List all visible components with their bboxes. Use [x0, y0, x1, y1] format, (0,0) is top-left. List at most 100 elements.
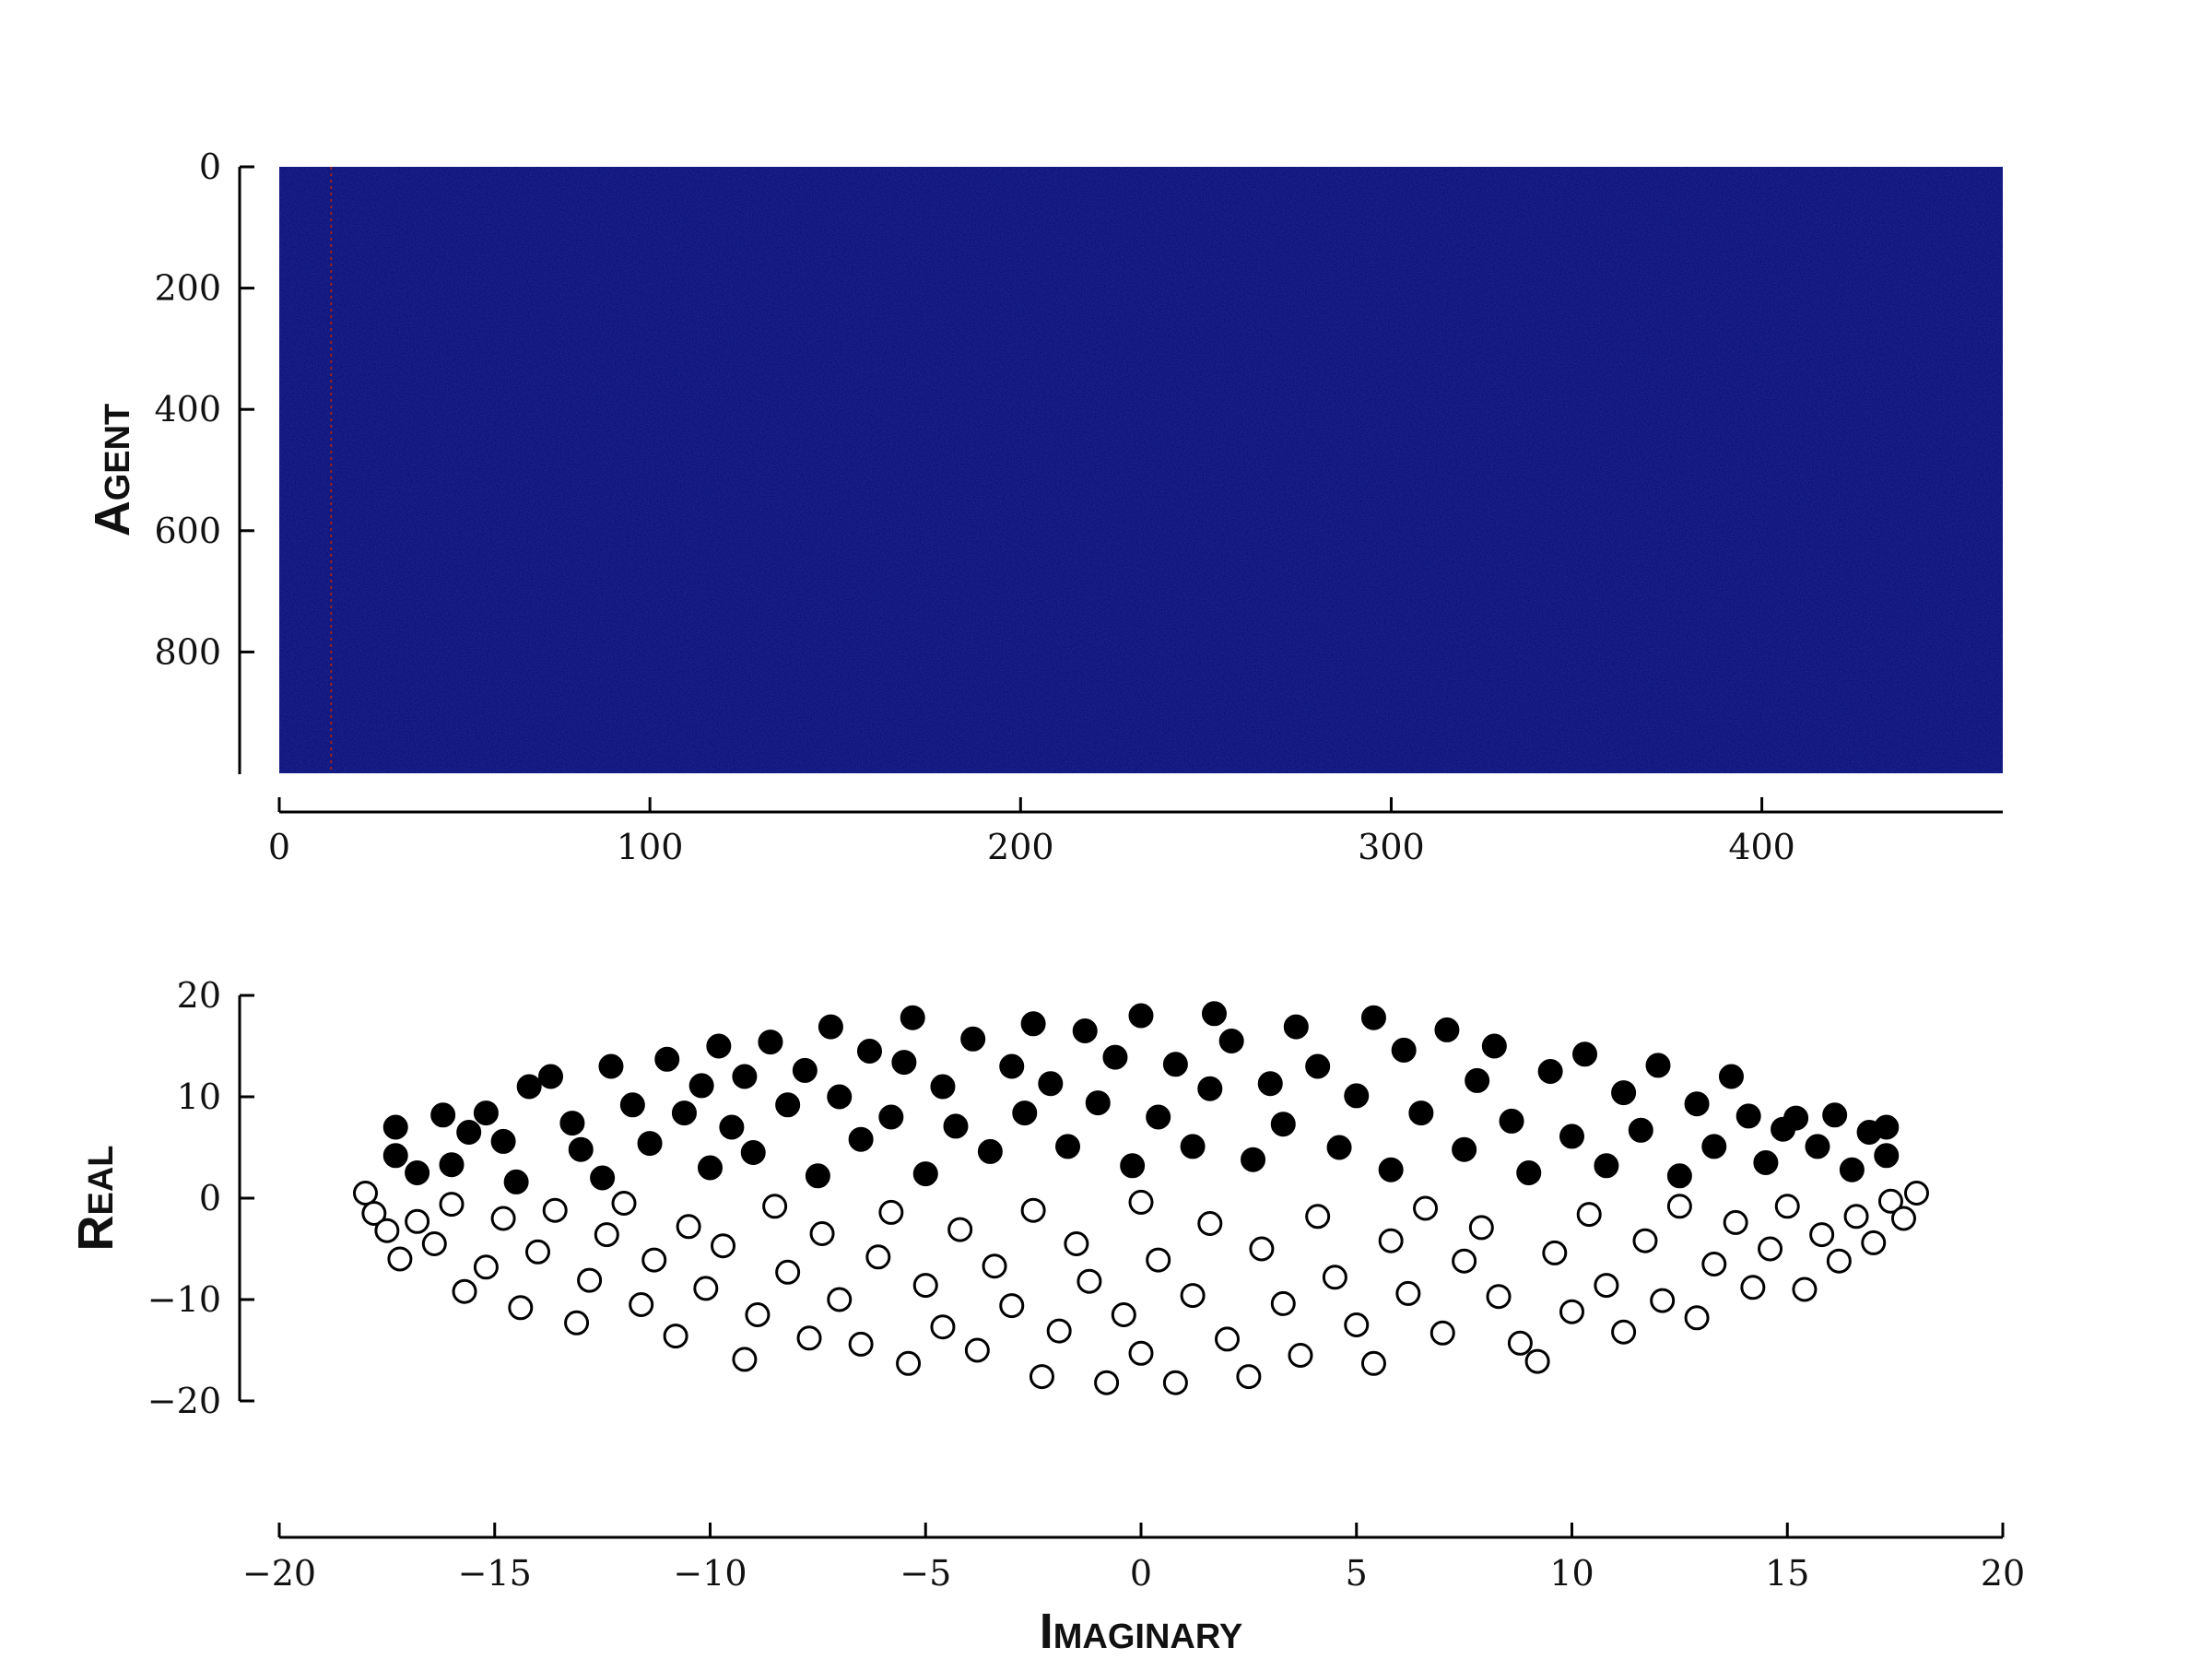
- scatter-open-points: [353, 1181, 1929, 1395]
- heatmap-y-tick-label: 400: [154, 389, 221, 429]
- scatter-x-ticks: −20 −15 −10 −5 0 5 10 15 20: [242, 1523, 2025, 1594]
- scatter-point-filled: [1874, 1143, 1900, 1169]
- scatter-point-open: [1046, 1318, 1072, 1344]
- scatter-point-open: [848, 1331, 874, 1357]
- heatmap-x-ticks: 0 100 200 300 400: [268, 797, 1795, 867]
- scatter-point-open: [594, 1222, 619, 1248]
- scatter-point-open: [912, 1273, 938, 1299]
- scatter-point-filled: [1874, 1114, 1900, 1140]
- scatter-point-filled: [912, 1161, 938, 1187]
- scatter-point-filled: [1360, 1005, 1386, 1030]
- scatter-point-filled: [1012, 1100, 1038, 1126]
- scatter-point-open: [1128, 1189, 1154, 1215]
- scatter-point-open: [1111, 1302, 1136, 1327]
- scatter-point-filled: [590, 1165, 616, 1191]
- scatter-point-filled: [930, 1074, 956, 1100]
- scatter-point-open: [711, 1233, 736, 1259]
- scatter-point-open: [1064, 1231, 1089, 1256]
- scatter-point-open: [1740, 1275, 1766, 1300]
- scatter-point-filled: [1120, 1153, 1146, 1179]
- scatter-point-open: [796, 1325, 822, 1351]
- scatter-point-filled: [671, 1100, 697, 1126]
- scatter-point-filled: [1645, 1053, 1671, 1078]
- scatter-point-open: [1542, 1240, 1568, 1265]
- scatter-point-filled: [775, 1092, 801, 1118]
- scatter-point-filled: [1326, 1135, 1352, 1160]
- scatter-point-open: [827, 1287, 853, 1312]
- scatter-point-open: [1305, 1204, 1331, 1230]
- scatter-point-filled: [516, 1074, 542, 1100]
- scatter-y-tick-label: 0: [199, 1178, 221, 1218]
- scatter-point-open: [1288, 1343, 1313, 1368]
- scatter-point-open: [641, 1247, 667, 1273]
- scatter-point-open: [1270, 1290, 1296, 1316]
- scatter-point-open: [1452, 1248, 1477, 1274]
- scatter-point-filled: [405, 1160, 430, 1185]
- scatter-point-filled: [1572, 1041, 1598, 1067]
- scatter-point-filled: [1701, 1134, 1727, 1159]
- scatter-point-open: [577, 1267, 603, 1293]
- scatter-point-open: [1360, 1350, 1386, 1376]
- scatter-y-tick-label: −10: [147, 1279, 221, 1320]
- scatter-point-open: [361, 1201, 387, 1226]
- scatter-point-open: [1576, 1202, 1602, 1228]
- scatter-point-filled: [382, 1143, 408, 1169]
- scatter-point-filled: [456, 1120, 482, 1145]
- scatter-x-tick-label: 5: [1346, 1553, 1368, 1594]
- scatter-point-open: [1524, 1348, 1550, 1374]
- scatter-x-tick-label: 0: [1130, 1553, 1152, 1594]
- scatter-point-filled: [1537, 1059, 1563, 1084]
- scatter-point-open: [762, 1194, 788, 1219]
- scatter-point-open: [1378, 1228, 1404, 1253]
- scatter-point-open: [663, 1324, 688, 1349]
- scatter-point-open: [1904, 1181, 1929, 1206]
- scatter-point-filled: [1038, 1071, 1064, 1097]
- scatter-point-filled: [719, 1114, 745, 1140]
- scatter-point-open: [930, 1314, 956, 1340]
- scatter-point-filled: [856, 1039, 882, 1064]
- scatter-point-filled: [1020, 1011, 1046, 1037]
- scatter-x-tick-label: −5: [900, 1553, 951, 1594]
- scatter-point-open: [1701, 1252, 1727, 1277]
- scatter-point-filled: [1072, 1018, 1098, 1043]
- scatter-point-open: [999, 1293, 1025, 1319]
- scatter-point-open: [1197, 1211, 1223, 1236]
- heatmap-y-tick-label: 800: [154, 631, 221, 672]
- scatter-point-filled: [1452, 1136, 1477, 1162]
- scatter-point-open: [947, 1217, 973, 1242]
- scatter-point-filled: [490, 1128, 516, 1154]
- scatter-point-filled: [1783, 1105, 1809, 1131]
- heatmap-y-axis-label: Agent: [85, 404, 140, 537]
- scatter-point-filled: [1718, 1064, 1744, 1089]
- scatter-point-open: [525, 1239, 550, 1265]
- scatter-point-open: [676, 1214, 701, 1240]
- scatter-point-open: [374, 1218, 400, 1243]
- scatter-point-filled: [1839, 1157, 1865, 1182]
- scatter-point-open: [1077, 1268, 1102, 1294]
- scatter-point-open: [982, 1253, 1007, 1279]
- scatter-point-open: [508, 1295, 534, 1321]
- scatter-point-filled: [1180, 1134, 1206, 1159]
- scatter-point-open: [1650, 1288, 1676, 1313]
- scatter-point-open: [1758, 1236, 1783, 1262]
- scatter-point-open: [865, 1244, 891, 1270]
- scatter-point-filled: [1822, 1102, 1848, 1128]
- heatmap-panel: 0 200 400 600 800 0 100 200 300 400 Agent: [85, 147, 2003, 867]
- scatter-point-filled: [1378, 1157, 1404, 1182]
- scatter-point-open: [1413, 1195, 1439, 1221]
- scatter-point-filled: [1305, 1053, 1331, 1079]
- scatter-x-tick-label: 20: [1981, 1553, 2025, 1594]
- scatter-point-filled: [654, 1046, 680, 1072]
- scatter-point-filled: [900, 1005, 925, 1030]
- scatter-point-open: [387, 1246, 413, 1272]
- scatter-point-filled: [1465, 1067, 1490, 1093]
- scatter-point-open: [611, 1191, 637, 1216]
- scatter-y-axis-label: Real: [68, 1146, 124, 1252]
- scatter-point-open: [732, 1347, 758, 1372]
- scatter-point-filled: [1146, 1104, 1171, 1130]
- scatter-point-open: [693, 1276, 719, 1301]
- scatter-point-open: [1632, 1228, 1658, 1253]
- scatter-point-filled: [1559, 1124, 1584, 1149]
- scatter-point-filled: [637, 1131, 663, 1157]
- scatter-x-tick-label: −15: [458, 1553, 532, 1594]
